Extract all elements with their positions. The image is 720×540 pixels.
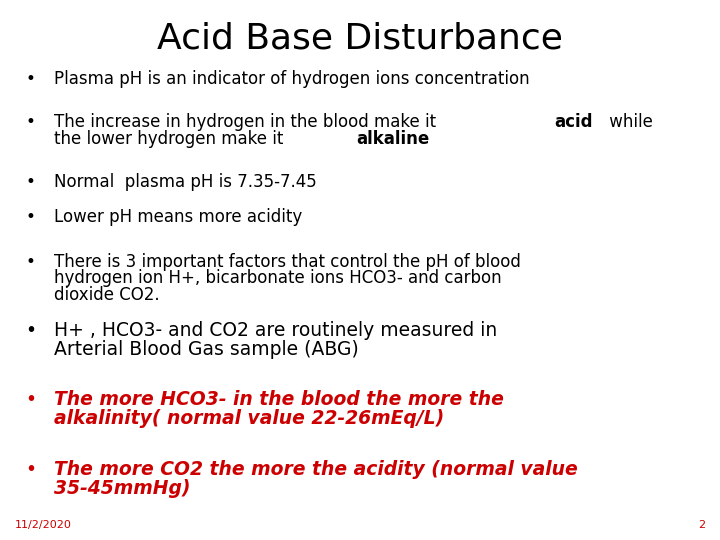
Text: Normal  plasma pH is 7.35-7.45: Normal plasma pH is 7.35-7.45 bbox=[54, 173, 317, 191]
Text: while: while bbox=[603, 113, 652, 131]
Text: •: • bbox=[25, 253, 35, 271]
Text: •: • bbox=[25, 460, 36, 479]
Text: •: • bbox=[25, 173, 35, 191]
Text: Lower pH means more acidity: Lower pH means more acidity bbox=[54, 208, 302, 226]
Text: •: • bbox=[25, 208, 35, 226]
Text: dioxide CO2.: dioxide CO2. bbox=[54, 286, 160, 304]
Text: Plasma pH is an indicator of hydrogen ions concentration: Plasma pH is an indicator of hydrogen io… bbox=[54, 70, 530, 88]
Text: hydrogen ion H+, bicarbonate ions HCO3- and carbon: hydrogen ion H+, bicarbonate ions HCO3- … bbox=[54, 269, 502, 287]
Text: The more HCO3- in the blood the more the: The more HCO3- in the blood the more the bbox=[54, 390, 504, 409]
Text: •: • bbox=[25, 70, 35, 88]
Text: •: • bbox=[25, 390, 36, 409]
Text: The increase in hydrogen in the blood make it: The increase in hydrogen in the blood ma… bbox=[54, 113, 441, 131]
Text: •: • bbox=[25, 113, 35, 131]
Text: alkaline: alkaline bbox=[356, 130, 430, 148]
Text: H+ , HCO3- and CO2 are routinely measured in: H+ , HCO3- and CO2 are routinely measure… bbox=[54, 321, 498, 340]
Text: There is 3 important factors that control the pH of blood: There is 3 important factors that contro… bbox=[54, 253, 521, 271]
Text: •: • bbox=[25, 321, 36, 340]
Text: Acid Base Disturbance: Acid Base Disturbance bbox=[157, 22, 563, 56]
Text: The more CO2 the more the acidity (normal value: The more CO2 the more the acidity (norma… bbox=[54, 460, 577, 479]
Text: 2: 2 bbox=[698, 520, 706, 530]
Text: acid: acid bbox=[554, 113, 593, 131]
Text: 11/2/2020: 11/2/2020 bbox=[14, 520, 71, 530]
Text: alkalinity( normal value 22-26mEq/L): alkalinity( normal value 22-26mEq/L) bbox=[54, 409, 444, 428]
Text: 35-45mmHg): 35-45mmHg) bbox=[54, 479, 191, 498]
Text: the lower hydrogen make it: the lower hydrogen make it bbox=[54, 130, 289, 148]
Text: Arterial Blood Gas sample (ABG): Arterial Blood Gas sample (ABG) bbox=[54, 340, 359, 359]
